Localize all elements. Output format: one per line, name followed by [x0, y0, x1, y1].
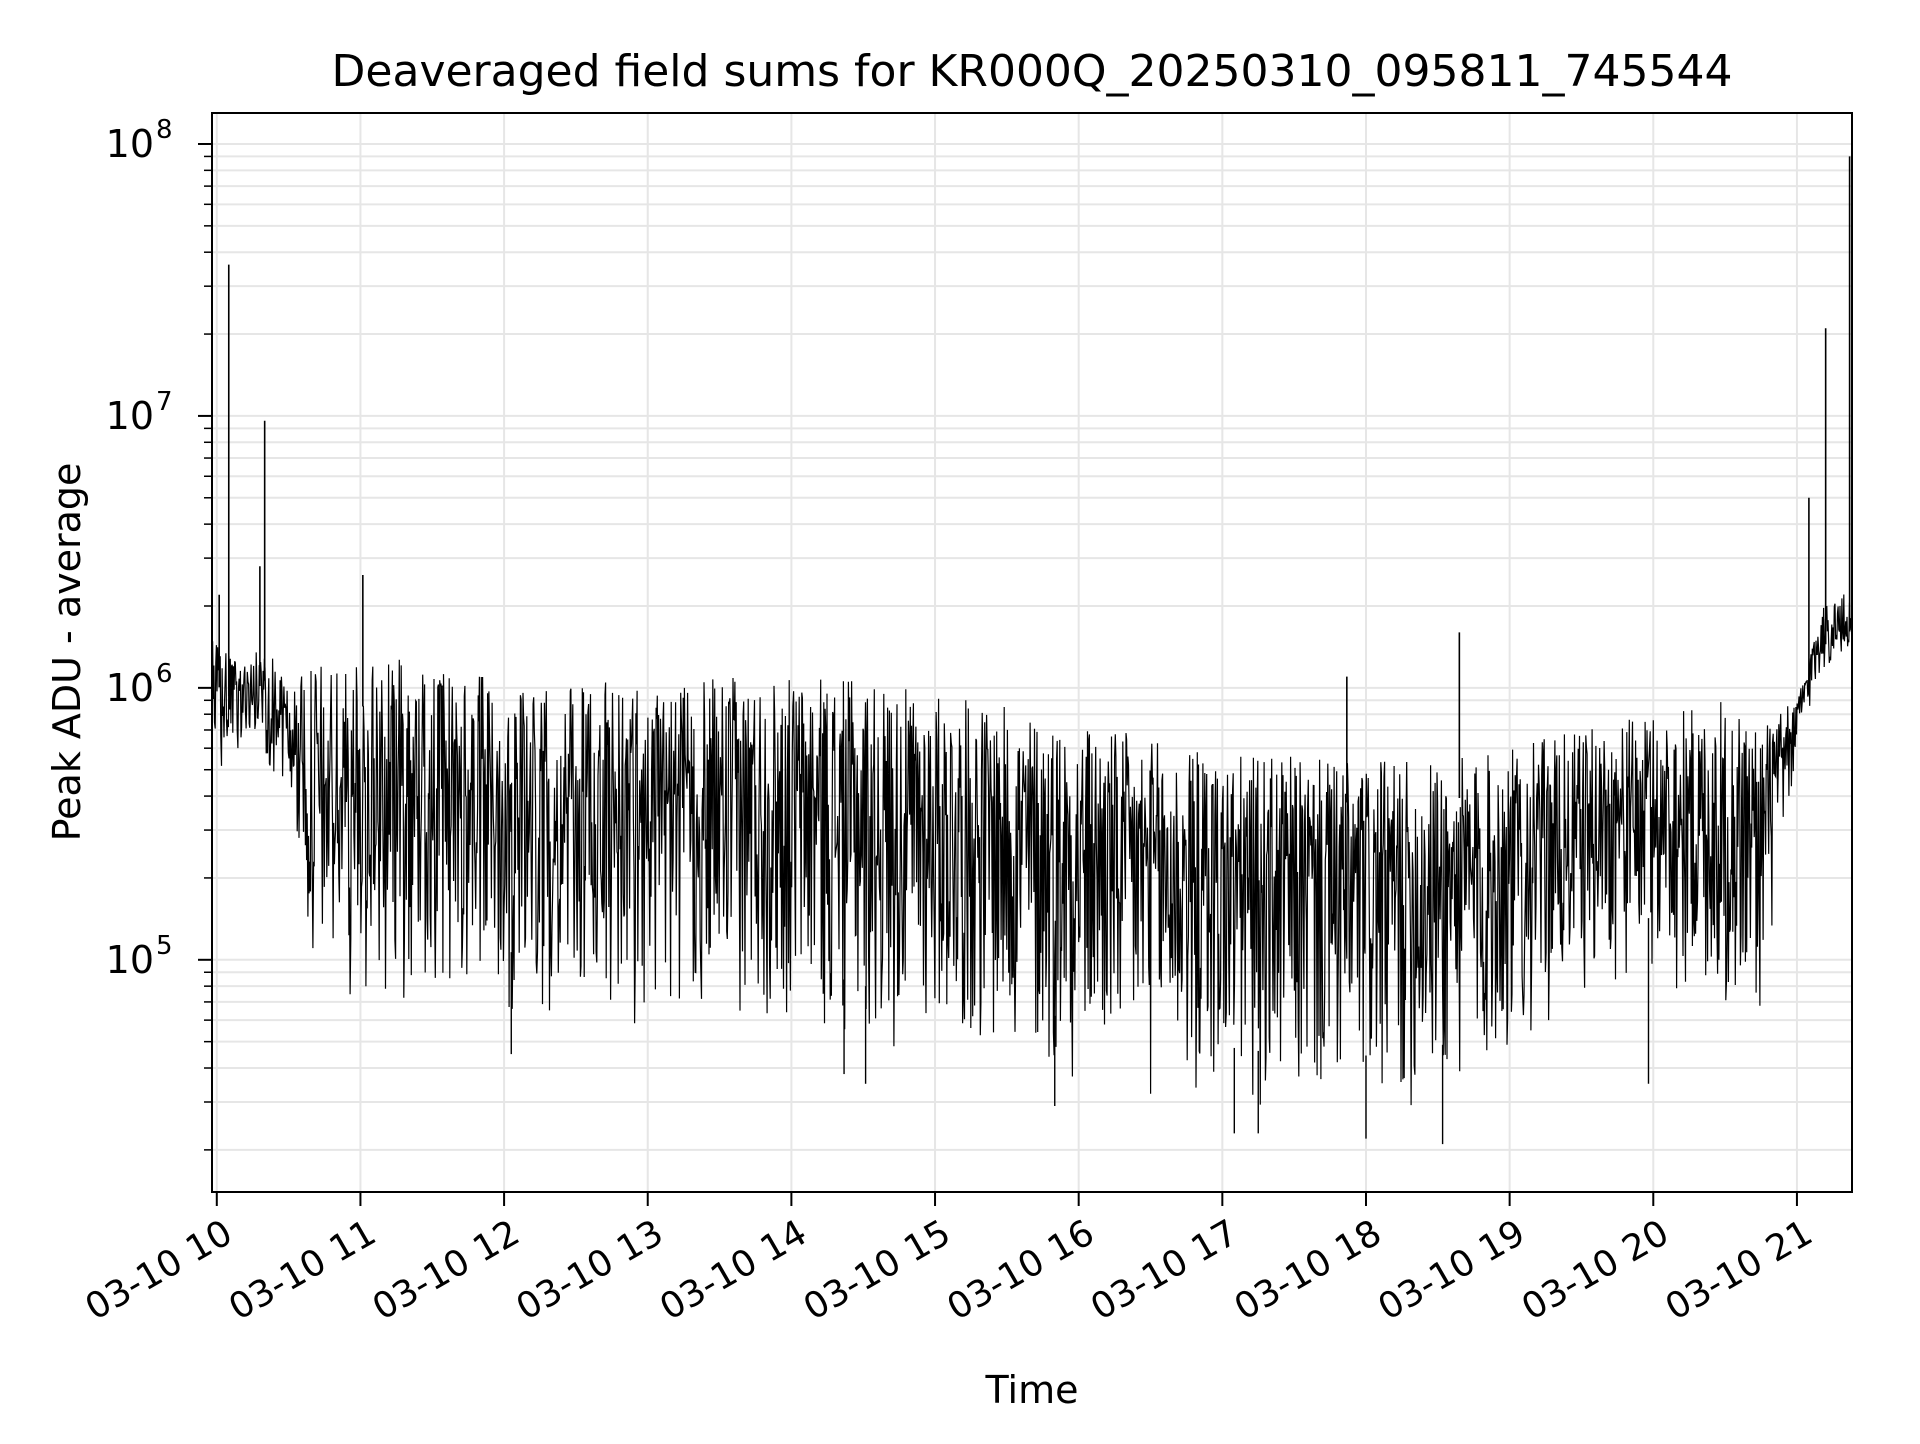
x-tick-label: 03-10 21 [1659, 1212, 1820, 1328]
y-tick-exponent: 6 [156, 659, 173, 689]
series-line [211, 594, 1853, 1106]
x-tick-label: 03-10 13 [510, 1212, 671, 1328]
y-tick-label: 10 [106, 122, 154, 166]
x-tick-label: 03-10 10 [79, 1212, 240, 1328]
y-axis-label: Peak ADU - average [45, 463, 89, 842]
x-tick-label: 03-10 16 [941, 1212, 1102, 1328]
y-tick-label: 10 [106, 666, 154, 710]
chart-title: Deaveraged field sums for KR000Q_2025031… [332, 46, 1733, 97]
x-tick-label: 03-10 18 [1228, 1212, 1389, 1328]
x-tick-label: 03-10 20 [1515, 1212, 1676, 1328]
x-tick-label: 03-10 12 [366, 1212, 527, 1328]
y-tick-label: 10 [106, 394, 154, 438]
x-tick-label: 03-10 11 [222, 1212, 383, 1328]
plot-frame [211, 112, 1853, 1193]
x-tick-label: 03-10 19 [1371, 1212, 1532, 1328]
y-tick-exponent: 5 [156, 931, 173, 961]
line-layer [211, 156, 1853, 1145]
x-tick-label: 03-10 17 [1084, 1212, 1245, 1328]
x-axis-label: Time [985, 1368, 1079, 1412]
grid-layer [212, 113, 1852, 1192]
x-tick-label: 03-10 15 [797, 1212, 958, 1328]
y-tick-label: 10 [106, 938, 154, 982]
y-tick-exponent: 7 [156, 387, 173, 417]
y-tick-exponent: 8 [156, 115, 173, 145]
x-tick-label: 03-10 14 [653, 1212, 814, 1328]
